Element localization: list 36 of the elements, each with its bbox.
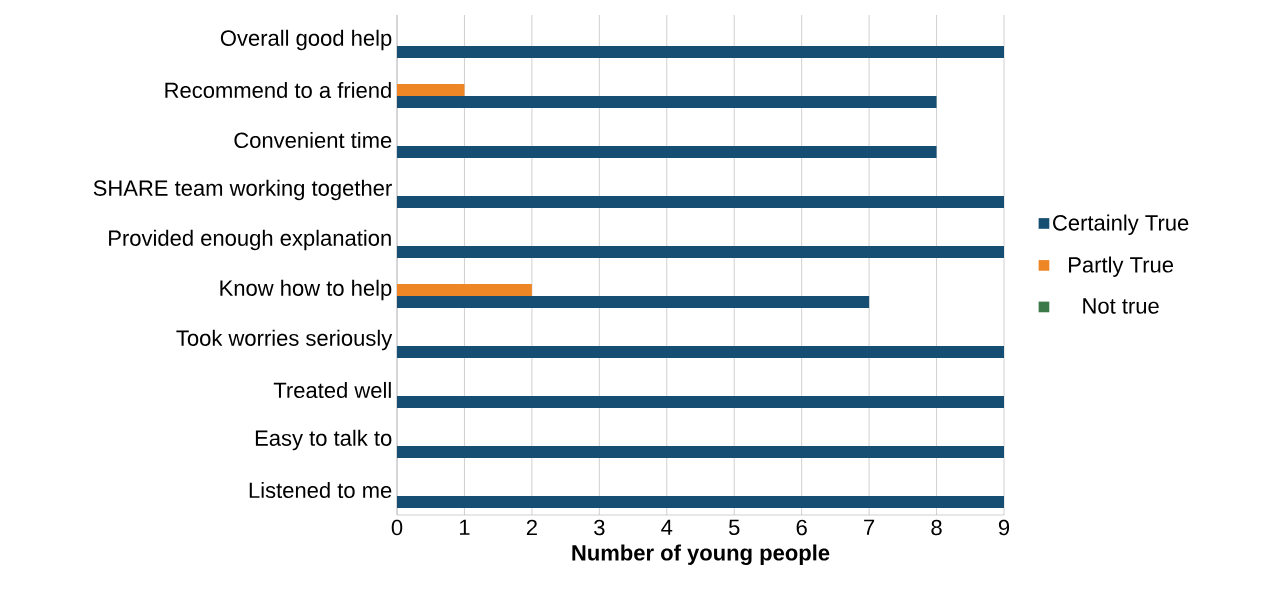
legend-label: Not true [1083, 298, 1159, 314]
y-tick-label: Overall good help [220, 29, 392, 51]
bar [397, 46, 1004, 58]
y-tick-label: Easy to talk to [255, 429, 392, 451]
y-tick-label: Provided enough explanation [109, 229, 391, 251]
x-tick-label: 1 [460, 519, 470, 535]
bar [397, 284, 532, 297]
bar [397, 96, 937, 108]
y-tick-label: Treated well [273, 381, 391, 399]
x-tick-label: 5 [728, 519, 740, 536]
bar [397, 246, 1004, 258]
x-axis-title: Number of young people [572, 544, 830, 566]
x-tick-label: 9 [998, 519, 1010, 536]
bar [397, 396, 1004, 409]
x-tick-label: 2 [526, 519, 537, 536]
y-tick-label: Recommend to a friend [165, 81, 391, 99]
bar [397, 446, 1004, 459]
x-tick-label: 0 [391, 519, 403, 536]
bar [397, 196, 1004, 209]
y-tick-label: Know how to help [220, 279, 392, 301]
bar [397, 296, 870, 308]
legend-label: Certainly True [1053, 214, 1189, 235]
bar [397, 496, 1004, 509]
x-tick-label: 4 [661, 519, 673, 535]
legend-label: Partly True [1069, 256, 1174, 277]
x-tick-label: 7 [864, 519, 875, 535]
x-tick-label: 6 [796, 519, 807, 536]
y-tick-label: Convenient time [234, 131, 392, 149]
y-tick-label: Took worries seriously [176, 329, 393, 351]
y-tick-label: Listened to me [249, 481, 392, 499]
bar [397, 84, 465, 96]
x-tick-label: 3 [594, 519, 605, 536]
bar [397, 146, 937, 158]
x-tick-label: 8 [931, 519, 942, 536]
bar [397, 346, 1004, 358]
y-tick-label: SHARE team working together [93, 179, 392, 201]
